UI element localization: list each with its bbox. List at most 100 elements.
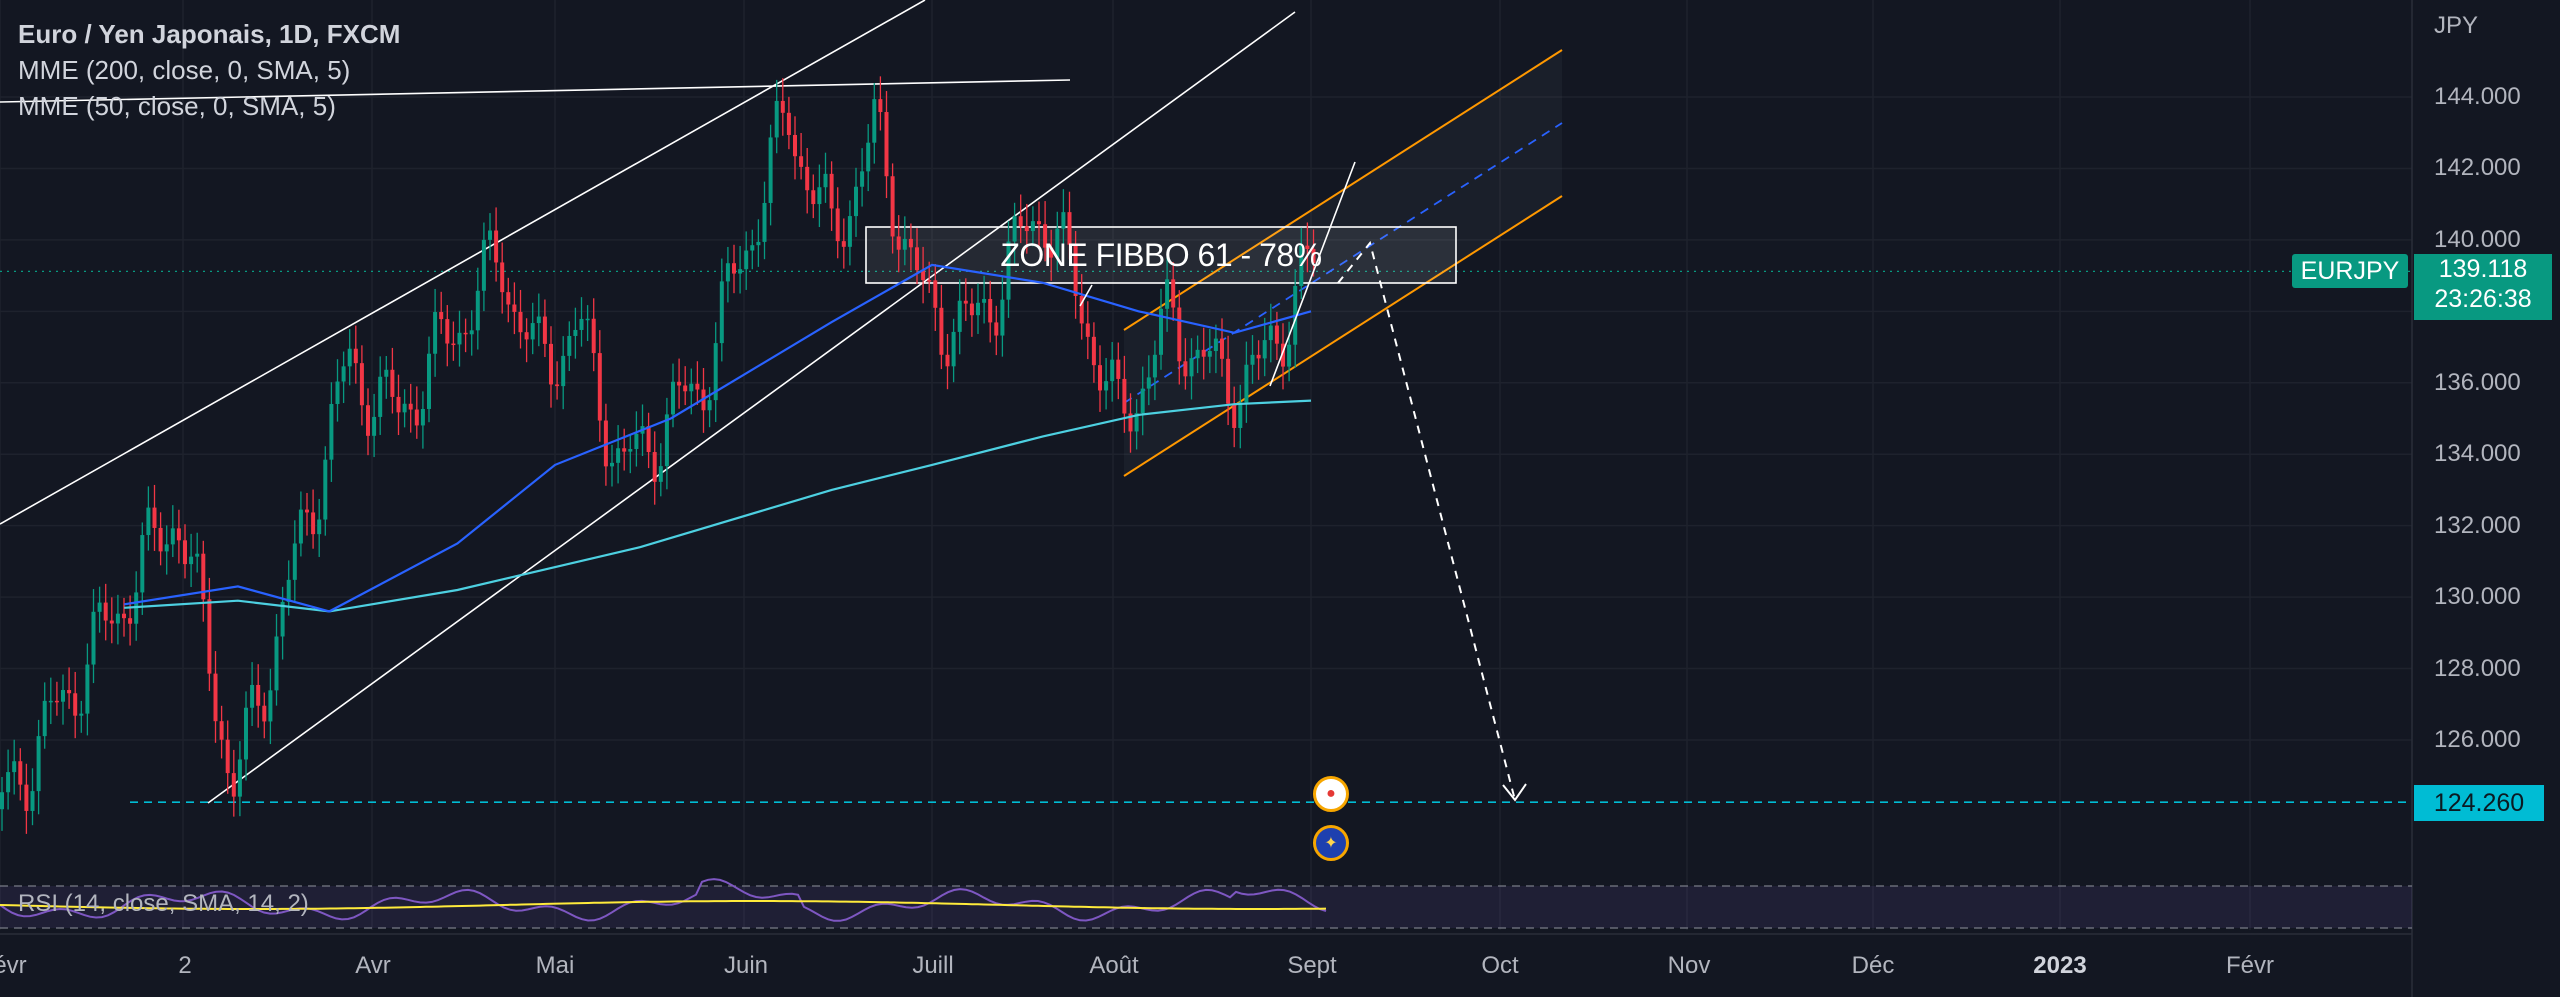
time-tick-label: Déc [1851,952,1895,979]
candle-body [945,354,950,367]
candle-body [988,298,993,323]
candle-body [518,311,523,333]
candle-body [652,452,657,482]
candle-body [1128,413,1133,432]
candle-body [97,602,102,612]
candle-body [774,100,779,138]
last-price-badge: 139.118 23:26:38 [2414,254,2552,320]
projection-arrow [1337,240,1516,801]
candle-body [1152,354,1157,378]
candle-body [451,343,456,346]
candle-body [128,618,133,624]
candle-body [860,171,865,187]
fibo-zone-box [865,226,1457,284]
candle-body [994,322,999,336]
candle-body [54,700,59,703]
arrow-head [1502,783,1527,802]
candle-body [457,332,462,345]
indicator-ema50-label[interactable]: MME (50, close, 0, SMA, 5) [18,91,336,121]
economic-event-icon[interactable]: ● [1313,776,1349,812]
candle-body [1171,279,1176,308]
candle-body [530,323,535,340]
candle-body [122,613,126,619]
candle-body [719,281,724,344]
candle-body [244,707,248,760]
candle-body [73,693,78,716]
candle-body [1195,349,1200,359]
candle-body [817,187,822,205]
candle-body [780,100,785,113]
candle-body [951,331,956,367]
candle-body [500,262,505,293]
candle-body [671,381,675,415]
candle-body [713,343,718,401]
candle-body [176,528,181,541]
indicator-ema200-label[interactable]: MME (200, close, 0, SMA, 5) [18,55,351,85]
candle-body [1250,354,1255,365]
candle-body [30,791,35,811]
candle-body [866,142,871,172]
candle-body [274,636,279,691]
time-tick-label: 2 [178,952,192,979]
candle-body [103,602,108,621]
candle-body [634,433,639,450]
candle-body [1244,364,1249,403]
candle-body [1098,365,1102,391]
fibo-zone-label[interactable]: ZONE FIBBO 61 - 78% [1000,237,1322,273]
candle-body [341,366,346,382]
candle-body [207,599,212,674]
candle-body [201,553,206,600]
candle-body [1104,381,1109,391]
candle-body [1177,307,1182,362]
price-tick-label: 144.000 [2434,83,2521,110]
symbol-title[interactable]: Euro / Yen Japonais, 1D, FXCM [18,19,401,49]
candle-body [427,353,431,409]
candle-body [725,263,730,282]
candle-body [982,298,987,303]
price-tick-label: 134.000 [2434,440,2521,468]
candle-body [408,403,413,410]
time-tick-label: 2023 [2033,952,2087,979]
candle-body [573,329,578,336]
candle-body [298,509,303,544]
time-tick-label: Juill [912,952,954,979]
candle-body [195,553,200,557]
candle-body [402,403,407,413]
time-tick-label: Avr [355,952,391,979]
candle-body [311,512,316,535]
time-tick-label: Févr [2226,952,2274,979]
candle-body [18,761,23,785]
candle-body [872,99,877,143]
candle-body [158,527,163,552]
candle-body [628,449,633,452]
candle-body [1110,359,1115,382]
candle-body [433,312,438,354]
candle-body [585,318,590,321]
candle-body [85,664,90,714]
candle-body [24,784,29,811]
candle-body [378,376,383,417]
candle-body [1067,212,1072,245]
candle-body [420,408,425,426]
candle-body [1037,221,1041,225]
candle-body [1146,377,1151,389]
candle-body [793,134,797,157]
candle-body [6,772,11,793]
wedge-line [1269,161,1356,387]
candle-body [256,684,261,706]
candle-body [738,269,743,274]
candle-body [549,343,553,385]
candle-body [463,332,468,335]
candle-body [1183,361,1188,377]
candle-body [841,241,846,247]
candle-body [1012,216,1017,242]
candle-body [109,620,114,624]
time-tick-label: Oct [1481,952,1519,979]
candle-body [536,316,541,324]
eu-event-icon[interactable]: ✦ [1313,825,1349,861]
candle-body [664,414,669,467]
candle-body [512,304,517,312]
rsi-indicator-label[interactable]: RSI (14, close, SMA, 14, 2) [18,890,309,917]
candle-body [1079,295,1084,324]
